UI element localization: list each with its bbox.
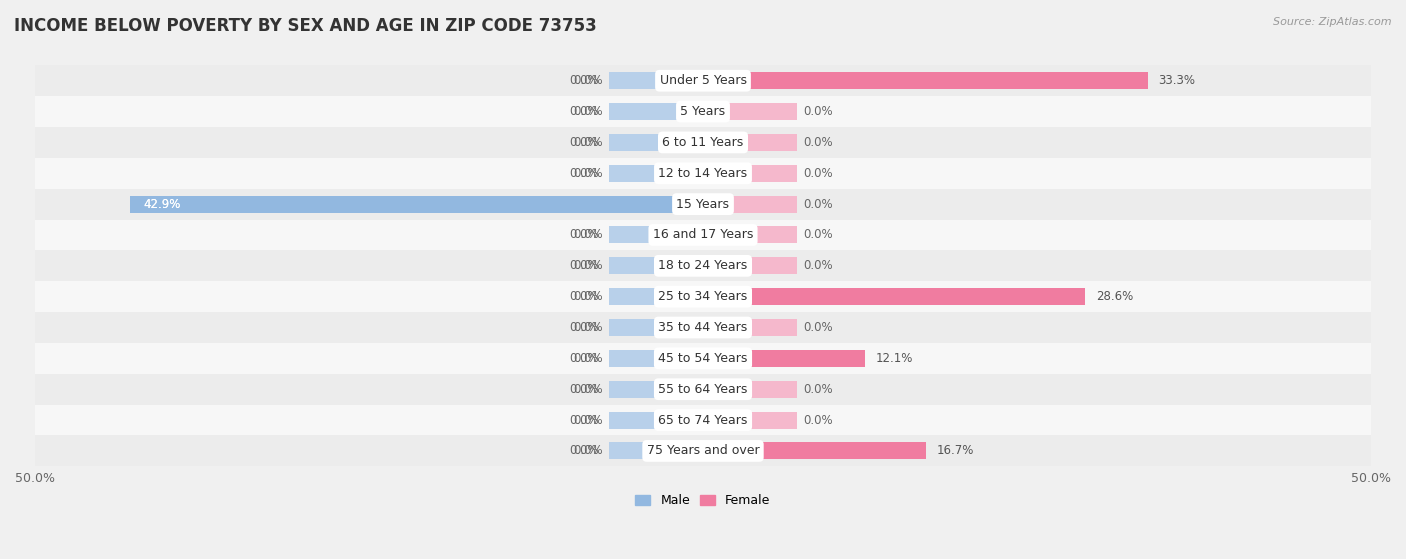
Bar bbox=[703, 103, 797, 120]
Bar bbox=[703, 411, 797, 429]
Text: 0.0%: 0.0% bbox=[803, 383, 832, 396]
Text: 0.0%: 0.0% bbox=[574, 136, 603, 149]
Bar bbox=[35, 405, 1371, 435]
Bar bbox=[703, 257, 797, 274]
Bar bbox=[609, 350, 703, 367]
Bar bbox=[609, 165, 703, 182]
Text: 0.0%: 0.0% bbox=[569, 74, 599, 87]
Bar bbox=[35, 312, 1371, 343]
Bar bbox=[609, 442, 703, 459]
Text: 0.0%: 0.0% bbox=[803, 167, 832, 180]
Text: 6 to 11 Years: 6 to 11 Years bbox=[662, 136, 744, 149]
Bar bbox=[35, 189, 1371, 220]
Bar bbox=[609, 103, 703, 120]
Text: 0.0%: 0.0% bbox=[803, 229, 832, 241]
Bar bbox=[35, 65, 1371, 96]
Text: 0.0%: 0.0% bbox=[574, 290, 603, 303]
Bar bbox=[609, 319, 703, 336]
Text: 15 Years: 15 Years bbox=[676, 198, 730, 211]
Text: 42.9%: 42.9% bbox=[143, 198, 180, 211]
Text: 0.0%: 0.0% bbox=[574, 105, 603, 118]
Bar bbox=[703, 350, 865, 367]
Text: 0.0%: 0.0% bbox=[803, 414, 832, 427]
Text: 42.9%: 42.9% bbox=[143, 198, 180, 211]
Bar bbox=[35, 158, 1371, 189]
Text: 18 to 24 Years: 18 to 24 Years bbox=[658, 259, 748, 272]
Bar bbox=[703, 165, 797, 182]
Bar bbox=[703, 319, 797, 336]
Text: 0.0%: 0.0% bbox=[574, 229, 603, 241]
Text: 28.6%: 28.6% bbox=[1095, 290, 1133, 303]
Bar bbox=[609, 288, 703, 305]
Bar bbox=[35, 281, 1371, 312]
Text: 0.0%: 0.0% bbox=[574, 167, 603, 180]
Text: 0.0%: 0.0% bbox=[574, 352, 603, 365]
Text: 0.0%: 0.0% bbox=[569, 290, 599, 303]
Text: 16.7%: 16.7% bbox=[936, 444, 974, 457]
Text: Under 5 Years: Under 5 Years bbox=[659, 74, 747, 87]
Text: 0.0%: 0.0% bbox=[569, 414, 599, 427]
Bar bbox=[703, 288, 1085, 305]
Text: 0.0%: 0.0% bbox=[569, 444, 599, 457]
Bar bbox=[609, 411, 703, 429]
Text: 0.0%: 0.0% bbox=[569, 105, 599, 118]
Bar bbox=[35, 343, 1371, 374]
Text: INCOME BELOW POVERTY BY SEX AND AGE IN ZIP CODE 73753: INCOME BELOW POVERTY BY SEX AND AGE IN Z… bbox=[14, 17, 596, 35]
Text: 0.0%: 0.0% bbox=[569, 352, 599, 365]
Text: 0.0%: 0.0% bbox=[574, 414, 603, 427]
Bar bbox=[35, 127, 1371, 158]
Text: 0.0%: 0.0% bbox=[803, 198, 832, 211]
Bar bbox=[703, 196, 797, 212]
Bar bbox=[703, 134, 797, 151]
Text: 65 to 74 Years: 65 to 74 Years bbox=[658, 414, 748, 427]
Text: 0.0%: 0.0% bbox=[569, 136, 599, 149]
Text: 0.0%: 0.0% bbox=[803, 136, 832, 149]
Bar bbox=[609, 72, 703, 89]
Text: 0.0%: 0.0% bbox=[574, 74, 603, 87]
Text: 45 to 54 Years: 45 to 54 Years bbox=[658, 352, 748, 365]
Bar bbox=[35, 220, 1371, 250]
Bar bbox=[35, 435, 1371, 466]
Text: 0.0%: 0.0% bbox=[569, 259, 599, 272]
Bar bbox=[703, 381, 797, 397]
Text: 33.3%: 33.3% bbox=[1159, 74, 1195, 87]
Text: 35 to 44 Years: 35 to 44 Years bbox=[658, 321, 748, 334]
Bar bbox=[703, 442, 927, 459]
Text: 0.0%: 0.0% bbox=[574, 383, 603, 396]
Text: 0.0%: 0.0% bbox=[574, 321, 603, 334]
Text: 0.0%: 0.0% bbox=[569, 383, 599, 396]
Text: 12 to 14 Years: 12 to 14 Years bbox=[658, 167, 748, 180]
Text: 16 and 17 Years: 16 and 17 Years bbox=[652, 229, 754, 241]
Text: 0.0%: 0.0% bbox=[803, 321, 832, 334]
Bar bbox=[609, 226, 703, 244]
Legend: Male, Female: Male, Female bbox=[630, 489, 776, 512]
Text: 0.0%: 0.0% bbox=[569, 229, 599, 241]
Bar bbox=[609, 381, 703, 397]
Text: 75 Years and over: 75 Years and over bbox=[647, 444, 759, 457]
Text: 0.0%: 0.0% bbox=[569, 167, 599, 180]
Text: 0.0%: 0.0% bbox=[574, 259, 603, 272]
Bar bbox=[703, 226, 797, 244]
Bar bbox=[703, 72, 1147, 89]
Bar bbox=[35, 374, 1371, 405]
Text: 55 to 64 Years: 55 to 64 Years bbox=[658, 383, 748, 396]
Text: 0.0%: 0.0% bbox=[803, 259, 832, 272]
Text: 0.0%: 0.0% bbox=[569, 321, 599, 334]
Text: 12.1%: 12.1% bbox=[876, 352, 912, 365]
Text: 0.0%: 0.0% bbox=[803, 105, 832, 118]
Bar bbox=[35, 96, 1371, 127]
Text: 0.0%: 0.0% bbox=[574, 444, 603, 457]
Bar bbox=[609, 257, 703, 274]
Bar bbox=[609, 134, 703, 151]
Text: 5 Years: 5 Years bbox=[681, 105, 725, 118]
Text: Source: ZipAtlas.com: Source: ZipAtlas.com bbox=[1274, 17, 1392, 27]
Bar bbox=[35, 250, 1371, 281]
Text: 25 to 34 Years: 25 to 34 Years bbox=[658, 290, 748, 303]
Bar bbox=[129, 196, 703, 212]
